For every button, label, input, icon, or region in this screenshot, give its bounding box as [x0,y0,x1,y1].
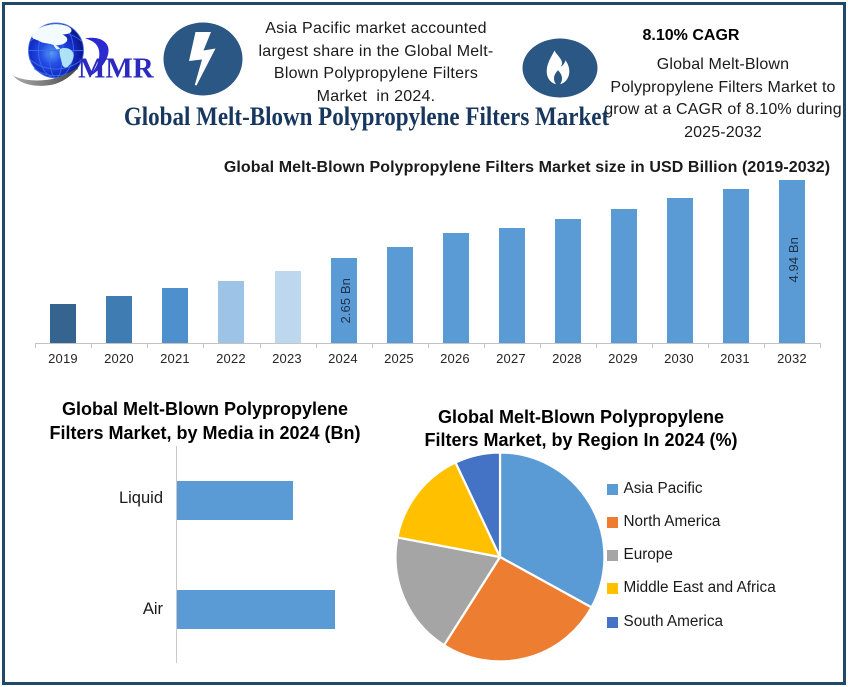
svg-text:MMR: MMR [78,53,155,85]
